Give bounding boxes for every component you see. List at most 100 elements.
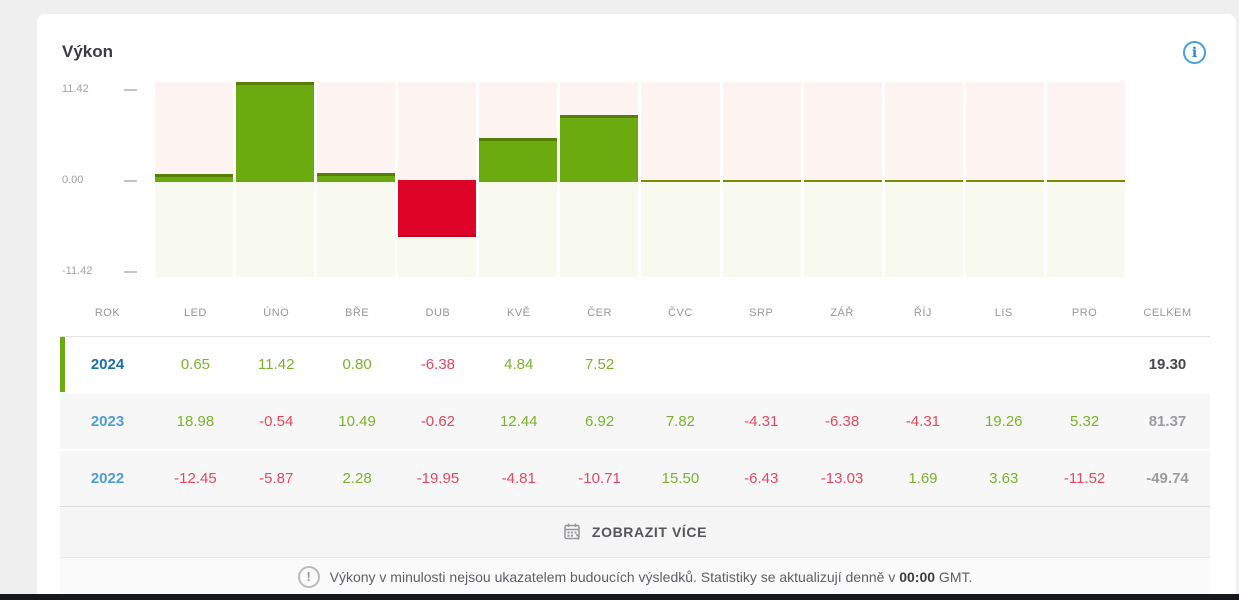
y-axis-label-min: -11.42 xyxy=(62,265,93,277)
value-2023-10: -4.31 xyxy=(905,413,941,430)
chart-column-kve xyxy=(479,82,558,277)
chart-zone-negative xyxy=(1046,182,1125,277)
value-2023-2: -0.54 xyxy=(259,413,294,430)
chart-column-srp xyxy=(722,82,801,277)
table-header-led: LED xyxy=(183,307,207,319)
value-2024-6: 7.52 xyxy=(584,356,615,373)
value-2022-5: -4.81 xyxy=(501,470,536,487)
y-axis-tick xyxy=(124,180,137,182)
calendar-arrow-icon xyxy=(564,523,580,540)
table-header-pro: PRO xyxy=(1071,307,1098,319)
chart-zero-baseline xyxy=(884,180,963,182)
chart-bar-cer xyxy=(560,115,639,182)
chart-column-uno xyxy=(236,82,315,277)
chart-zone-negative xyxy=(884,182,963,277)
chart-column-cvc xyxy=(641,82,720,277)
table-header-bře: BŘE xyxy=(345,307,370,319)
y-axis-tick xyxy=(124,271,137,273)
chart-bar-dub xyxy=(398,180,477,237)
value-2022-11: 3.63 xyxy=(989,470,1019,487)
chart-zone-positive xyxy=(803,82,882,180)
value-2022-4: -19.95 xyxy=(416,470,460,487)
value-2023-6: 6.92 xyxy=(584,413,615,430)
chart-zone-negative xyxy=(560,182,639,277)
value-2024-5: 4.84 xyxy=(504,356,534,373)
show-more-row: ZOBRAZIT VÍCE xyxy=(60,506,1210,557)
value-2023-4: -0.62 xyxy=(420,413,456,430)
year-link-2022[interactable]: 2022 xyxy=(90,470,125,487)
value-2022-2: -5.87 xyxy=(259,470,294,487)
chart-column-pro xyxy=(1046,82,1125,277)
total-2023: 81.37 xyxy=(1148,413,1187,430)
total-2022: -49.74 xyxy=(1146,470,1189,487)
value-2022-6: -10.71 xyxy=(578,470,621,487)
y-axis-label-max: 11.42 xyxy=(62,83,89,95)
table-header-čer: ČER xyxy=(587,307,612,319)
value-2023-8: -4.31 xyxy=(744,413,779,430)
page-title: Výkon xyxy=(62,42,114,61)
table-header-čvc: ČVC xyxy=(668,307,693,319)
performance-bar-chart xyxy=(155,82,1125,277)
performance-table: ROK LED ÚNO BŘE DUB KVĚ ČER ČVC SRP ZÁŘ ŘÍJ LIS PRO C… xyxy=(60,290,1210,595)
chart-bar-uno xyxy=(236,82,315,182)
chart-zone-positive xyxy=(398,82,477,180)
table-header-dub: DUB xyxy=(425,307,451,319)
update-time: 00:00 xyxy=(899,568,936,585)
chart-zero-baseline xyxy=(641,180,720,182)
y-axis-tick xyxy=(124,89,137,91)
value-2023-12: 5.32 xyxy=(1069,413,1100,430)
info-icon[interactable]: i xyxy=(1183,41,1206,64)
total-2024: 19.30 xyxy=(1148,356,1187,373)
table-header-úno: ÚNO xyxy=(263,307,290,319)
year-link-2023[interactable]: 2023 xyxy=(90,413,125,430)
value-2022-12: -11.52 xyxy=(1063,470,1106,487)
bottom-edge-strip xyxy=(0,594,1239,600)
chart-column-lis xyxy=(965,82,1044,277)
table-row-2023: 2023 18.98 -0.54 10.49 -0.62 12.44 6.92 7.82 -4.… xyxy=(60,392,1210,449)
table-header-lis: LIS xyxy=(994,307,1013,319)
table-header-row: ROK LED ÚNO BŘE DUB KVĚ ČER ČVC SRP ZÁŘ ŘÍJ LIS PRO C… xyxy=(60,290,1210,337)
table-header-srp: SRP xyxy=(749,307,774,319)
chart-zone-negative xyxy=(803,182,882,277)
value-2024-2: 11.42 xyxy=(258,356,295,373)
chart-column-cer xyxy=(560,82,639,277)
chart-zone-positive xyxy=(317,82,396,180)
chart-zone-positive xyxy=(155,82,234,180)
chart-column-zar xyxy=(803,82,882,277)
chart-zone-positive xyxy=(965,82,1044,180)
value-2022-7: 15.50 xyxy=(661,470,700,487)
chart-column-rij xyxy=(884,82,963,277)
chart-bar-led xyxy=(155,174,234,182)
chart-zero-baseline xyxy=(722,180,801,182)
chart-zone-positive xyxy=(641,82,720,180)
chart-zone-negative xyxy=(236,182,315,277)
chart-zero-baseline xyxy=(965,180,1044,182)
value-2023-3: 10.49 xyxy=(338,413,376,430)
table-row-2022: 2022 -12.45 -5.87 2.28 -19.95 -4.81 -10.71 15.5… xyxy=(60,449,1210,506)
table-row-2024: 2024 0.65 11.42 0.80 -6.38 4.84 7.52 19.30 xyxy=(60,337,1210,392)
y-axis-label-zero: 0.00 xyxy=(62,174,84,186)
chart-zone-negative xyxy=(965,182,1044,277)
chart-column-led xyxy=(155,82,234,277)
value-2024-3: 0.80 xyxy=(342,356,372,373)
chart-bar-kve xyxy=(479,138,558,182)
disclaimer-row: ! Výkony v minulosti nejsou ukazatelem b… xyxy=(60,557,1210,595)
value-2023-1: 18.98 xyxy=(176,413,215,430)
value-2022-9: -13.03 xyxy=(820,470,864,487)
disclaimer-text: Výkony v minulosti nejsou ukazatelem bud… xyxy=(329,568,973,585)
exclamation-circle-icon: ! xyxy=(297,565,320,588)
chart-column-dub xyxy=(398,82,477,277)
chart-zone-negative xyxy=(155,182,234,277)
value-2022-3: 2.28 xyxy=(342,470,372,487)
chart-zone-negative xyxy=(317,182,396,277)
chart-zone-positive xyxy=(884,82,963,180)
value-2023-5: 12.44 xyxy=(499,413,538,430)
table-header-kvě: KVĚ xyxy=(506,307,531,319)
chart-zero-baseline xyxy=(1046,180,1125,182)
value-2022-8: -6.43 xyxy=(744,470,779,487)
show-more-button[interactable]: ZOBRAZIT VÍCE xyxy=(563,522,707,542)
value-2022-10: 1.69 xyxy=(908,470,938,487)
year-link-2024[interactable]: 2024 xyxy=(90,356,125,373)
chart-zone-negative xyxy=(722,182,801,277)
value-2024-4: -6.38 xyxy=(420,356,456,373)
